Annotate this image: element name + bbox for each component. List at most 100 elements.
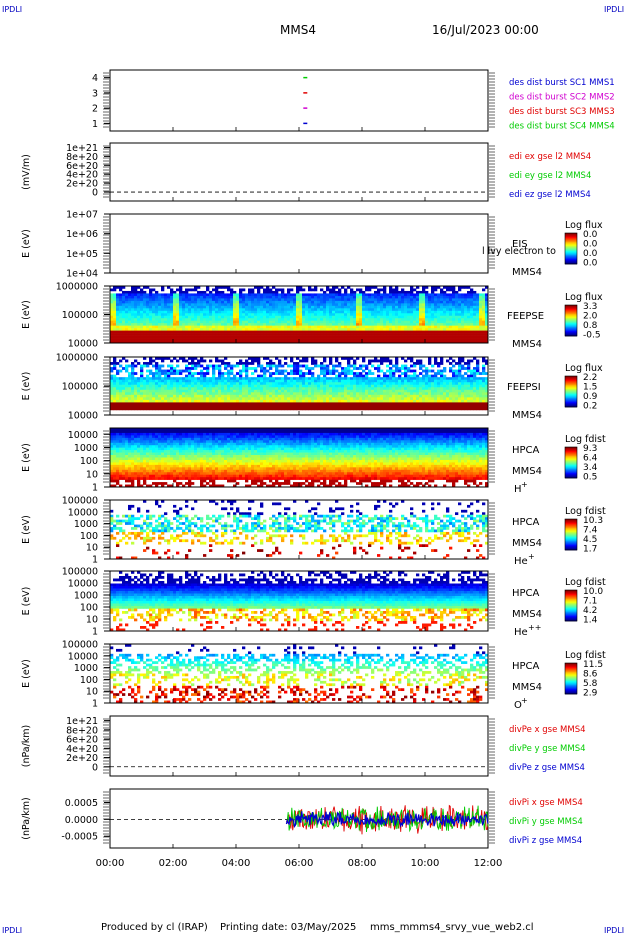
spectrogram-cell [251,303,255,307]
spectrogram-cell [176,308,180,312]
spectrogram-cell [416,323,420,326]
spectrogram-cell [449,394,453,398]
spectrogram-cell [443,318,447,321]
spectrogram-cell [149,320,153,324]
spectrogram-cell [389,399,393,403]
spectrogram-cell [389,394,393,398]
spectrogram-cell [191,335,195,339]
spectrogram-cell [359,333,363,336]
spectrogram-cell [287,303,291,307]
spectrogram-cell [440,392,444,396]
spectrogram-cell [173,298,177,302]
spectrogram-cell [122,318,126,321]
spectrogram-cell [224,338,228,341]
spectrogram-cell [110,303,114,307]
spectrogram-cell [179,399,183,403]
spectrogram-cell [470,359,474,363]
spectrogram-cell [206,389,210,393]
spectrogram-cell [248,290,252,294]
spectrogram-cell [245,404,249,408]
spectrogram-cell [437,402,441,406]
spectrogram-cell [308,328,312,331]
spectrogram-cell [233,335,237,339]
spectrogram-cell [395,362,399,365]
spectrogram-cell [395,333,399,336]
spectrogram-cell [335,305,339,309]
spectrogram-cell [218,333,222,336]
spectrogram-cell [350,392,354,396]
spectrogram-cell [350,305,354,309]
spectrogram-cell [275,364,279,368]
spectrogram-cell [290,305,294,309]
spectrogram-cell [218,387,222,391]
spectrogram-cell [215,404,219,408]
spectrogram-cell [155,320,159,324]
spectrogram-cell [137,397,141,401]
spectrogram-cell [374,305,378,309]
spectrogram-cell [359,315,363,319]
spectrogram-cell [323,293,327,297]
spectrogram-cell [110,484,114,488]
spectrogram-cell [215,335,219,339]
spectrogram-cell [284,382,288,386]
spectrogram-cell [155,397,159,401]
spectrogram-cell [236,313,240,317]
spectrogram-cell [473,399,477,403]
spectrogram-cell [137,293,141,297]
spectrogram-cell [242,305,246,309]
spectrogram-cell [431,364,435,368]
spectrogram-cell [311,359,315,363]
spectrogram-cell [113,300,117,304]
spectrogram-cell [350,303,354,307]
spectrogram-cell [416,399,420,403]
spectrogram-cell [173,367,177,370]
spectrogram-cell [374,295,378,299]
spectrogram-cell [356,313,360,317]
spectrogram-cell [440,377,444,380]
spectrogram-cell [455,330,459,334]
spectrogram-cell [368,295,372,299]
spectrogram-cell [305,318,309,321]
spectrogram-cell [254,397,258,401]
spectrogram-cell [398,293,402,297]
spectrogram-cell [158,407,162,411]
spectrogram-cell [320,335,324,339]
spectrogram-cell [467,335,471,339]
spectrogram-cell [254,369,258,373]
spectrogram-cell [146,286,150,289]
spectrogram-cell [452,359,456,363]
spectrogram-cell [386,315,390,319]
spectrogram-cell [218,379,222,383]
spectrogram-cell [290,320,294,324]
spectrogram-cell [419,407,423,411]
spectrogram-cell [242,399,246,403]
spectrogram-cell [329,310,333,314]
spectrogram-cell [422,325,426,329]
spectrogram-cell [440,402,444,406]
spectrogram-cell [137,318,141,321]
spectrogram-cell [362,407,366,411]
spectrogram-cell [383,374,387,378]
spectrogram-cell [248,305,252,309]
spectrogram-cell [407,298,411,302]
spectrogram-cell [386,359,390,363]
spectrogram-cell [368,286,372,289]
spectrogram-cell [335,392,339,396]
spectrogram-cell [347,328,351,331]
spectrogram-cell [347,293,351,297]
spectrogram-cell [206,382,210,386]
spectrogram-cell [278,310,282,314]
spectrogram-cell [263,369,267,373]
spectrogram-cell [401,357,405,360]
spectrogram-cell [215,295,219,299]
spectrogram-cell [335,328,339,331]
spectrogram-cell [428,359,432,363]
spectrogram-cell [311,392,315,396]
spectrogram-cell [233,399,237,403]
spectrogram-cell [260,328,264,331]
spectrogram-cell [221,295,225,299]
spectrogram-cell [116,308,120,312]
spectrogram-cell [215,290,219,294]
spectrogram-cell [287,300,291,304]
spectrogram-cell [194,333,198,336]
